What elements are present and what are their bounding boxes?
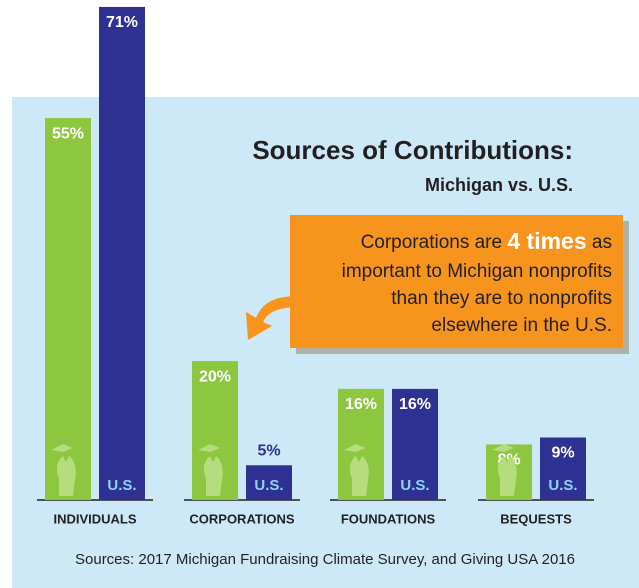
annotation-line: than they are to nonprofits	[391, 288, 612, 309]
series-label: U.S.	[548, 477, 577, 494]
annotation-line: elsewhere in the U.S.	[431, 315, 612, 336]
bar	[246, 465, 292, 500]
bar	[99, 6, 145, 500]
state-icon	[198, 444, 223, 496]
annotation-tail: as	[592, 232, 612, 253]
series-label: U.S.	[254, 477, 283, 494]
x-tick-label: FOUNDATIONS	[341, 511, 436, 526]
series-label: U.S.	[400, 477, 429, 494]
annotation-line: important to Michigan nonprofits	[342, 261, 612, 282]
value-label: 5%	[257, 442, 280, 459]
source-note: Sources: 2017 Michigan Fundraising Clima…	[75, 551, 575, 568]
state-icon	[51, 444, 76, 496]
x-tick-label: CORPORATIONS	[189, 511, 295, 526]
value-label: 71%	[106, 14, 138, 31]
value-label: 9%	[551, 445, 574, 462]
x-tick-label: INDIVIDUALS	[53, 511, 136, 526]
state-icon	[492, 444, 517, 496]
value-label: 16%	[345, 396, 377, 413]
bar	[45, 118, 91, 501]
x-tick-label: BEQUESTS	[500, 511, 572, 526]
state-icon	[344, 444, 369, 496]
bar	[392, 388, 438, 500]
value-label: 20%	[199, 368, 231, 385]
series-label: U.S.	[107, 477, 136, 494]
value-label: 55%	[52, 125, 84, 142]
bar	[540, 437, 586, 500]
annotation-lead: Corporations are	[361, 232, 503, 253]
value-label: 16%	[399, 396, 431, 413]
callout	[290, 215, 623, 348]
annotation-emphasis: 4 times	[507, 228, 586, 254]
callout-arrow	[246, 296, 300, 340]
chart-title: Sources of Contributions:	[252, 135, 573, 165]
annotation: Corporations are 4 times as	[361, 228, 612, 254]
chart-subtitle: Michigan vs. U.S.	[425, 175, 573, 195]
